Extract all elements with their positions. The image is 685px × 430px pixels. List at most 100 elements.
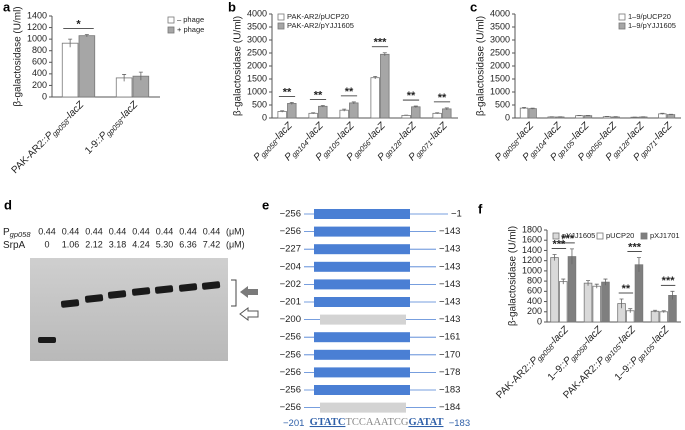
y-tick-label: 600	[527, 286, 542, 296]
legend-swatch	[618, 13, 626, 21]
error-bar	[342, 108, 347, 112]
legend-swatch	[640, 232, 648, 240]
error-bar	[84, 34, 89, 37]
y-axis-label: β-galactosidase (U/ml)	[508, 226, 519, 326]
significance-label: **	[438, 92, 447, 104]
error-bar	[444, 107, 449, 110]
y-tick-label: 500	[495, 99, 510, 109]
concentration: 0	[44, 239, 49, 249]
free-probe-arrow	[239, 307, 259, 321]
fragment-end: −184	[439, 402, 460, 413]
y-tick-label: 1400	[522, 245, 542, 255]
significance-label: **	[283, 86, 292, 98]
category-label: 1-9::Pgp058-lacZ	[83, 99, 142, 158]
bar	[634, 264, 644, 323]
label-tail: -lacZ	[540, 120, 564, 144]
bar	[277, 111, 287, 119]
fragment-bar	[314, 209, 410, 219]
label-tail: -lacZ	[62, 99, 86, 123]
y-tick-label: 1400	[27, 10, 47, 20]
y-tick-label: 1000	[522, 265, 542, 275]
fragment-end: −178	[439, 367, 460, 378]
bar	[558, 281, 568, 323]
error-bar	[351, 101, 356, 104]
concentration: 1.06	[62, 239, 80, 249]
significance-label: ***	[628, 242, 642, 254]
error-bar	[661, 310, 666, 313]
panel-letter: f	[478, 201, 483, 216]
legend-label: PAK-AR2/pYJJ1605	[287, 21, 354, 30]
category-label: PAK-AR2::Pgp058-lacZ	[9, 99, 87, 177]
complex-arrow	[240, 286, 258, 298]
legend-label: 1–9/pUCP20	[628, 12, 671, 21]
y-tick-label: 2500	[490, 47, 510, 57]
label-tail: -lacZ	[648, 324, 672, 348]
significance-label: ***	[561, 233, 575, 245]
significance-label: **	[345, 86, 354, 98]
label-tail: -lacZ	[426, 120, 450, 144]
significance-label: **	[622, 283, 631, 295]
legend-label: + phage	[177, 25, 204, 34]
error-bar	[122, 74, 127, 82]
y-tick-label: 3000	[247, 34, 267, 44]
error-bar	[413, 105, 418, 108]
fragment-bar	[314, 367, 410, 378]
sequence-part: GTATC	[310, 417, 346, 428]
label-tail: -lacZ	[271, 120, 295, 144]
error-bar	[670, 290, 675, 300]
bar	[61, 42, 79, 98]
concentration: 0.44	[38, 226, 56, 236]
label-tail: -lacZ	[512, 120, 536, 144]
bar	[575, 115, 584, 119]
fragment-bar	[314, 226, 410, 237]
y-tick-label: 200	[32, 80, 47, 90]
error-bar	[530, 107, 535, 110]
y-tick-label: 3500	[490, 21, 510, 31]
legend-label: – phage	[177, 15, 204, 24]
error-bar	[311, 112, 316, 114]
fragment-end: −143	[439, 297, 460, 308]
fragment-bar	[314, 244, 410, 255]
legend-swatch	[167, 26, 175, 34]
fragment-start: −227	[280, 244, 301, 255]
error-bar	[382, 52, 387, 56]
concentration: 0.44	[156, 226, 174, 236]
concentration: 7.42	[203, 239, 221, 249]
fragment-end: −170	[439, 349, 460, 360]
panel-letter: c	[470, 0, 477, 14]
fragment-start: −256	[280, 402, 301, 413]
y-tick-label: 200	[527, 306, 542, 316]
fragment-end: −183	[439, 385, 460, 396]
label-tail: -lacZ	[651, 120, 675, 144]
error-bar	[628, 308, 633, 313]
legend-label: PAK-AR2/pUCP20	[287, 12, 349, 21]
fragment-end: −143	[439, 314, 460, 325]
y-tick-label: 4000	[247, 8, 267, 18]
label-tail: -lacZ	[302, 120, 326, 144]
y-tick-label: 500	[252, 99, 267, 109]
significance-label: **	[314, 89, 323, 101]
y-tick-label: 0	[42, 91, 47, 101]
y-axis-label: β-galactosidase (U/ml)	[476, 16, 487, 116]
fragment-bar	[314, 279, 410, 290]
concentration: 6.36	[179, 239, 197, 249]
error-bar	[561, 278, 566, 285]
error-bar	[577, 115, 582, 116]
concentration: 0.44	[62, 226, 80, 236]
error-bar	[320, 105, 325, 108]
row-label: Pgp058	[3, 227, 31, 239]
bar	[432, 112, 442, 119]
fragment-start: −200	[280, 314, 301, 325]
y-tick-label: 600	[32, 57, 47, 67]
y-tick-label: 2000	[490, 60, 510, 70]
bar	[380, 53, 390, 119]
error-bar	[373, 76, 378, 79]
label-sub: gp058	[10, 230, 32, 239]
y-tick-label: 400	[527, 296, 542, 306]
error-bar	[552, 254, 557, 261]
bar	[411, 106, 421, 119]
fragment-bar	[314, 332, 410, 343]
legend-label: pUCP20	[606, 231, 634, 240]
concentration: 2.12	[85, 239, 103, 249]
